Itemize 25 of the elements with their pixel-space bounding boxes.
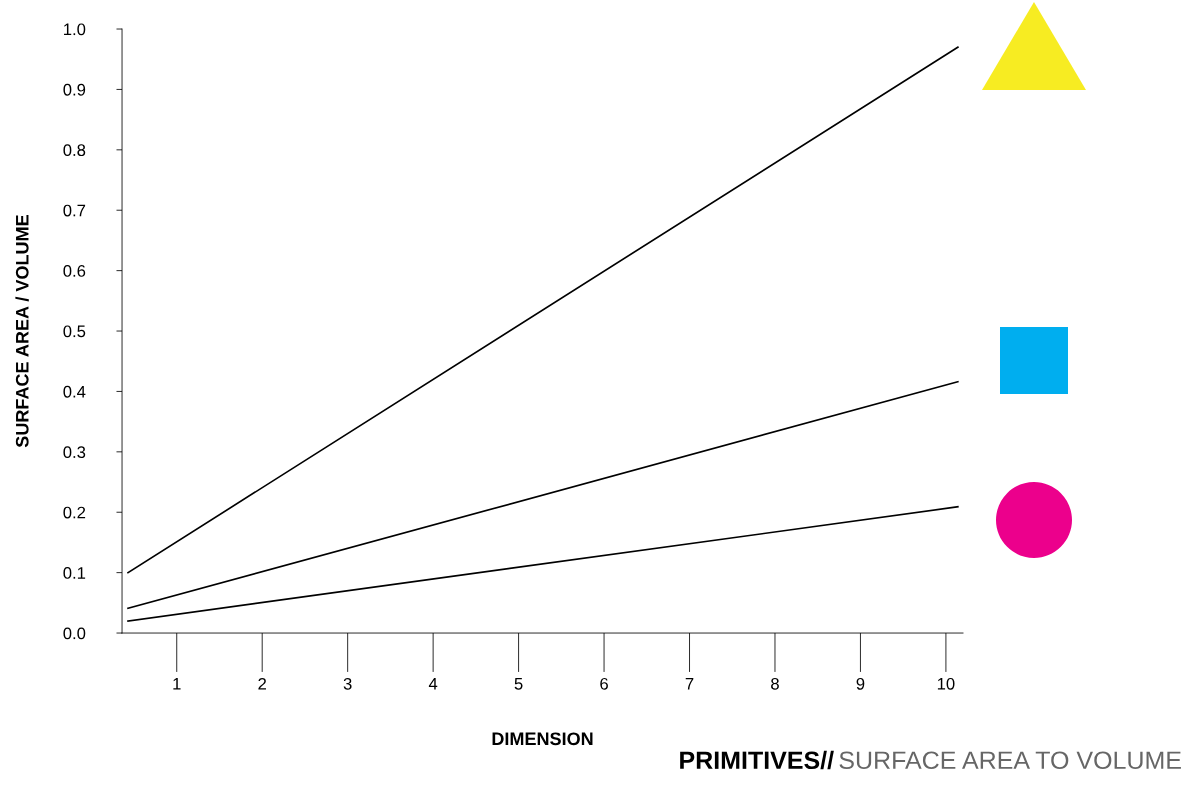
y-axis-title: SURFACE AREA / VOLUME [15,215,29,448]
y-tick-label: 0.0 [63,627,86,640]
x-tick-label: 8 [771,677,779,690]
y-tick-label: 0.1 [63,567,86,579]
y-tick-label: 0.3 [63,446,86,459]
x-tick-label: 10 [937,677,955,690]
x-tick-label: 9 [856,677,865,690]
y-tick-label: 0.8 [63,144,86,157]
x-axis-title: DIMENSION [492,732,593,746]
y-tick-label: 0.6 [63,265,86,277]
x-tick-label: 3 [343,677,352,690]
x-tick-label: 1 [173,678,181,690]
x-tick-label: 2 [258,677,266,690]
x-tick-label: 6 [600,677,608,690]
y-tick-label: 1.0 [64,23,86,36]
y-tick-label: 0.9 [63,83,86,96]
x-tick-label: 4 [428,678,438,690]
text: SURFACE AREA TO VOLUME [839,751,1181,770]
y-tick-label: 0.2 [63,506,86,519]
text: PRIMITIVES// [680,750,834,770]
x-tick-label: 5 [514,678,523,690]
y-tick-label: 0.7 [63,204,86,217]
y-tick-label: 0.5 [63,325,86,338]
y-tick-label: 0.4 [63,385,86,398]
x-tick-label: 7 [685,678,694,690]
